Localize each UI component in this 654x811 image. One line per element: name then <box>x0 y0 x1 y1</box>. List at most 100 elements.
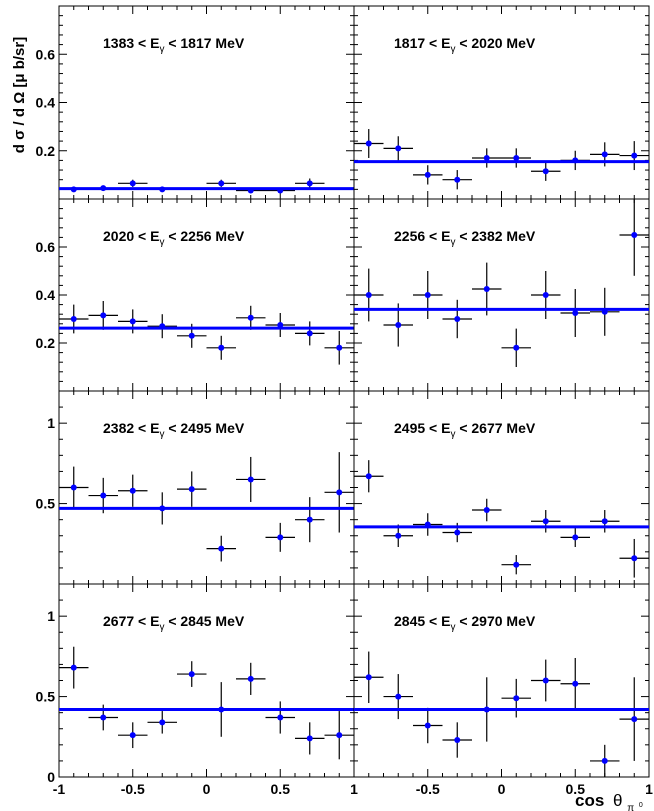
data-point <box>159 505 166 512</box>
panel-data <box>354 651 649 777</box>
data-point <box>631 232 638 238</box>
panel-data <box>59 178 354 194</box>
data-point <box>129 732 136 739</box>
data-point <box>100 492 107 499</box>
data-point <box>129 180 136 187</box>
panel-title-text: < 2845 MeV <box>164 613 244 629</box>
panel-title-text: < 2020 MeV <box>455 35 535 51</box>
x-axis-label-pi: π <box>627 803 634 811</box>
data-point <box>336 344 343 351</box>
data-point <box>601 308 608 315</box>
data-point <box>395 532 402 539</box>
data-point <box>365 674 372 681</box>
data-point <box>631 152 638 159</box>
y-tick-label: 0.5 <box>36 689 56 705</box>
data-point <box>395 145 402 152</box>
data-point <box>159 719 166 726</box>
x-axis-label-cos: cos <box>575 791 604 810</box>
data-point <box>513 154 520 161</box>
y-tick-label: 0.2 <box>36 143 56 159</box>
data-point <box>218 180 225 187</box>
data-point <box>100 185 107 192</box>
data-point <box>129 487 136 494</box>
x-tick-label: 1 <box>645 781 653 797</box>
x-axis-label: cos θ π 0 <box>575 791 643 811</box>
y-tick-label: 0.2 <box>36 335 56 351</box>
data-point <box>277 187 284 194</box>
panel-data <box>59 646 354 760</box>
panel-title-text: 2382 < E <box>103 420 159 436</box>
data-point <box>542 518 549 525</box>
data-point <box>454 316 461 322</box>
panel-title-text: < 2382 MeV <box>455 228 535 244</box>
data-point <box>100 312 107 319</box>
data-point <box>336 732 343 739</box>
data-point <box>542 168 549 175</box>
y-tick-label: 0.6 <box>36 46 56 62</box>
x-axis-label-theta: θ <box>613 791 622 810</box>
data-point <box>572 310 579 316</box>
data-point <box>277 534 284 541</box>
data-point <box>424 722 431 729</box>
data-point <box>218 344 225 351</box>
data-point <box>306 735 313 742</box>
panel-title: 2845 < Eγ < 2970 MeV <box>394 613 536 633</box>
data-point <box>454 176 461 183</box>
data-point <box>572 534 579 541</box>
data-point <box>424 292 431 298</box>
data-point <box>631 555 638 562</box>
x-tick-labels: -1 -0.5 0 0.5 1 -0.5 0 0.5 1 <box>53 781 653 797</box>
data-point <box>306 180 313 187</box>
x-tick-label: 0 <box>498 781 506 797</box>
panel-title: 2256 < Eγ < 2382 MeV <box>394 228 536 248</box>
panel-title-text: 2020 < E <box>103 228 159 244</box>
data-point <box>513 561 520 568</box>
data-point <box>572 157 579 164</box>
panel-title-text: < 2256 MeV <box>164 228 244 244</box>
data-point <box>365 140 372 147</box>
panel-title-subscript: γ <box>450 44 455 55</box>
data-point <box>365 473 372 480</box>
panel-title: 2495 < Eγ < 2677 MeV <box>394 420 536 440</box>
panel-title-text: 1383 < E <box>103 35 159 51</box>
data-point <box>306 516 313 523</box>
data-point <box>454 529 461 536</box>
panel-data <box>59 301 354 365</box>
data-point <box>70 664 77 671</box>
data-point <box>218 545 225 552</box>
data-point <box>218 706 225 713</box>
data-point <box>247 675 254 682</box>
y-tick-label: 1 <box>47 415 55 431</box>
panel-title-text: < 2495 MeV <box>164 420 244 436</box>
panel-title-text: 2845 < E <box>394 613 450 629</box>
data-point <box>159 323 166 330</box>
panel-title: 2382 < Eγ < 2495 MeV <box>103 420 245 440</box>
data-point <box>601 518 608 525</box>
panel-title-text: < 1817 MeV <box>164 35 244 51</box>
panel-data <box>59 452 354 562</box>
data-point <box>424 171 431 178</box>
panel-title-subscript: γ <box>450 429 455 440</box>
data-point <box>247 314 254 321</box>
y-tick-label: 0 <box>47 769 55 785</box>
data-point <box>188 332 195 339</box>
panel-title: 1383 < Eγ < 1817 MeV <box>103 35 245 55</box>
x-tick-label: -1 <box>53 781 66 797</box>
data-point <box>70 316 77 322</box>
panel-6: 2495 < Eγ < 2677 MeV <box>353 390 650 585</box>
data-point <box>188 671 195 678</box>
data-point <box>483 706 490 713</box>
panel-title-text: < 2677 MeV <box>455 420 535 436</box>
x-axis-label-zero: 0 <box>639 802 643 809</box>
x-tick-label: 0.5 <box>271 781 291 797</box>
data-point <box>631 716 638 723</box>
data-point <box>247 187 254 194</box>
panel-data <box>354 129 649 190</box>
panel-title-text: 2677 < E <box>103 613 159 629</box>
data-point <box>100 714 107 721</box>
panel-title-subscript: γ <box>450 237 455 248</box>
data-point <box>70 186 77 193</box>
data-point <box>572 680 579 687</box>
data-point <box>365 292 372 298</box>
